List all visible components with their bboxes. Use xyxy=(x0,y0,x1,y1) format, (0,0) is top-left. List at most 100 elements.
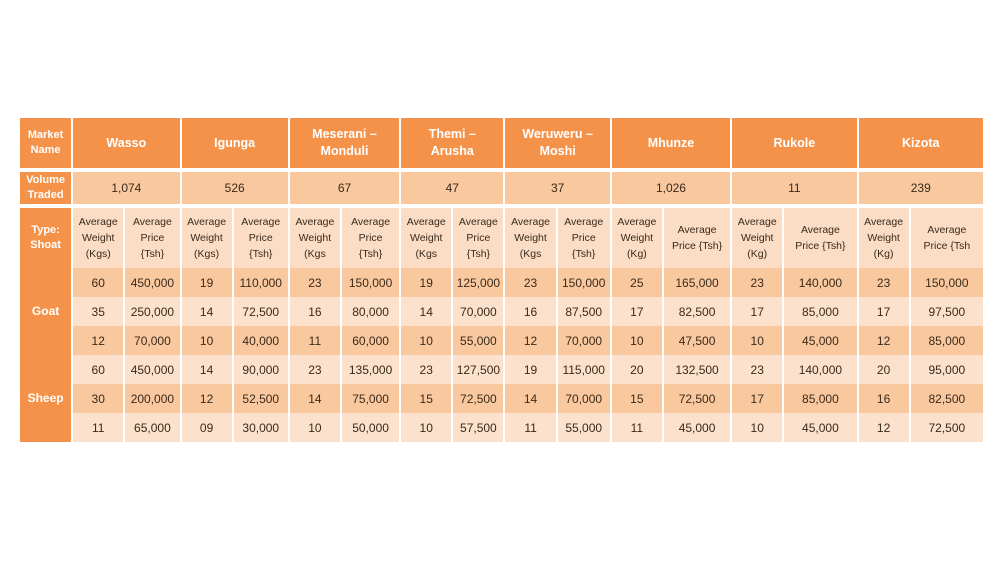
weight-cell: 20 xyxy=(611,355,662,384)
weight-cell: 09 xyxy=(181,413,232,442)
weight-cell: 12 xyxy=(858,326,909,355)
weight-cell: 23 xyxy=(505,268,556,297)
weight-cell: 23 xyxy=(401,355,452,384)
weight-cell: 11 xyxy=(289,326,340,355)
weight-cell: 19 xyxy=(505,355,556,384)
price-cell: 82,500 xyxy=(663,297,731,326)
weight-cell: 10 xyxy=(401,413,452,442)
price-cell: 82,500 xyxy=(910,384,983,413)
weight-cell: 60 xyxy=(73,268,124,297)
price-cell: 52,500 xyxy=(233,384,288,413)
row-spacer xyxy=(20,168,983,172)
table-row: 11 65,000 09 30,000 10 50,000 10 57,500 11 55,000… xyxy=(20,413,983,442)
price-cell: 250,000 xyxy=(125,297,180,326)
market-name-0: Wasso xyxy=(73,118,180,168)
weight-cell: 12 xyxy=(181,384,232,413)
price-cell: 110,000 xyxy=(233,268,288,297)
row-spacer xyxy=(20,204,983,208)
weight-cell: 10 xyxy=(401,326,452,355)
average-price-header: Average Price {Tsh} xyxy=(125,208,180,268)
price-cell: 97,500 xyxy=(910,297,983,326)
weight-cell: 14 xyxy=(181,355,232,384)
price-cell: 45,000 xyxy=(663,413,731,442)
weight-cell: 10 xyxy=(181,326,232,355)
price-cell: 47,500 xyxy=(663,326,731,355)
price-cell: 65,000 xyxy=(125,413,180,442)
price-cell: 150,000 xyxy=(341,268,400,297)
price-cell: 45,000 xyxy=(784,326,857,355)
weight-cell: 16 xyxy=(289,297,340,326)
volume-traded-value: 1,074 xyxy=(73,172,180,204)
livestock-market-table: Market Name Wasso Igunga Meserani – Monduli Th… xyxy=(18,118,985,442)
price-cell: 95,000 xyxy=(910,355,983,384)
weight-cell: 23 xyxy=(289,268,340,297)
price-cell: 115,000 xyxy=(557,355,610,384)
weight-cell: 35 xyxy=(73,297,124,326)
price-cell: 45,000 xyxy=(784,413,857,442)
average-weight-header: Average Weight (Kgs xyxy=(401,208,452,268)
market-name-header: Market Name xyxy=(20,118,72,168)
price-cell: 80,000 xyxy=(341,297,400,326)
average-weight-header: Average Weight (Kgs xyxy=(289,208,340,268)
weight-cell: 12 xyxy=(73,326,124,355)
weight-cell: 25 xyxy=(611,268,662,297)
volume-traded-value: 11 xyxy=(732,172,857,204)
weight-cell: 12 xyxy=(505,326,556,355)
price-cell: 70,000 xyxy=(557,384,610,413)
weight-cell: 10 xyxy=(732,413,783,442)
weight-cell: 30 xyxy=(73,384,124,413)
weight-cell: 60 xyxy=(73,355,124,384)
price-cell: 70,000 xyxy=(557,326,610,355)
weight-cell: 23 xyxy=(858,268,909,297)
price-cell: 70,000 xyxy=(453,297,504,326)
price-cell: 72,500 xyxy=(453,384,504,413)
price-cell: 50,000 xyxy=(341,413,400,442)
price-cell: 85,000 xyxy=(910,326,983,355)
price-cell: 135,000 xyxy=(341,355,400,384)
price-cell: 60,000 xyxy=(341,326,400,355)
type-shoat-label: Type: Shoat xyxy=(20,208,72,268)
price-cell: 150,000 xyxy=(910,268,983,297)
table-row: Sheep 60 450,000 14 90,000 23 135,000 23 127,500… xyxy=(20,355,983,442)
price-cell: 70,000 xyxy=(125,326,180,355)
average-price-header: Average Price {Tsh} xyxy=(233,208,288,268)
market-name-5: Mhunze xyxy=(611,118,731,168)
weight-cell: 10 xyxy=(289,413,340,442)
price-cell: 55,000 xyxy=(453,326,504,355)
price-cell: 165,000 xyxy=(663,268,731,297)
average-price-header: Average Price {Tsh} xyxy=(557,208,610,268)
market-name-2: Meserani – Monduli xyxy=(289,118,400,168)
volume-traded-value: 526 xyxy=(181,172,288,204)
price-cell: 140,000 xyxy=(784,355,857,384)
market-name-7: Kizota xyxy=(858,118,983,168)
weight-cell: 10 xyxy=(732,326,783,355)
price-cell: 75,000 xyxy=(341,384,400,413)
weight-cell: 17 xyxy=(732,297,783,326)
weight-cell: 20 xyxy=(858,355,909,384)
weight-cell: 16 xyxy=(505,297,556,326)
price-cell: 200,000 xyxy=(125,384,180,413)
weight-cell: 10 xyxy=(611,326,662,355)
average-price-header: Average Price {Tsh} xyxy=(663,208,731,268)
volume-traded-value: 1,026 xyxy=(611,172,731,204)
table-row: Goat 60 450,000 19 110,000 23 150,000 19 125,000… xyxy=(20,268,983,355)
price-cell: 90,000 xyxy=(233,355,288,384)
weight-cell: 17 xyxy=(732,384,783,413)
volume-traded-label: Volume Traded xyxy=(20,172,72,204)
weight-cell: 15 xyxy=(611,384,662,413)
weight-cell: 15 xyxy=(401,384,452,413)
table-row: 12 70,000 10 40,000 11 60,000 10 55,000 12 70,000… xyxy=(20,326,983,355)
average-price-header: Average Price {Tsh} xyxy=(784,208,857,268)
weight-cell: 17 xyxy=(611,297,662,326)
price-cell: 85,000 xyxy=(784,384,857,413)
price-cell: 72,500 xyxy=(233,297,288,326)
weight-cell: 11 xyxy=(73,413,124,442)
volume-traded-value: 67 xyxy=(289,172,400,204)
weight-cell: 14 xyxy=(181,297,232,326)
price-cell: 87,500 xyxy=(557,297,610,326)
weight-cell: 23 xyxy=(732,268,783,297)
average-weight-header: Average Weight (Kgs xyxy=(505,208,556,268)
price-cell: 85,000 xyxy=(784,297,857,326)
table-row: 30 200,000 12 52,500 14 75,000 15 72,500 14 70,00… xyxy=(20,384,983,413)
average-price-header: Average Price {Tsh} xyxy=(453,208,504,268)
